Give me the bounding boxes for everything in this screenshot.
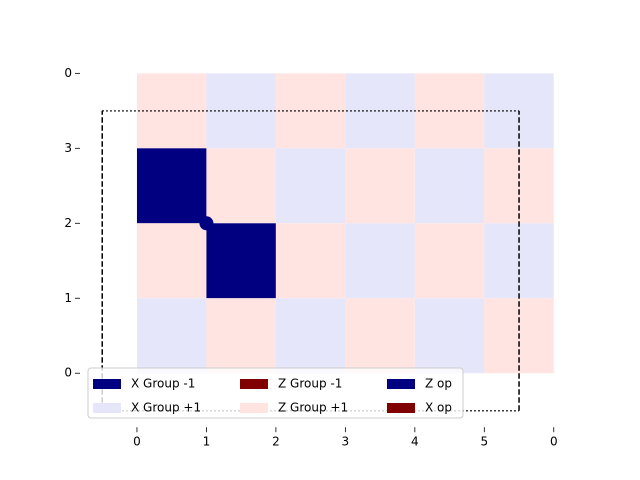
tile	[414, 298, 485, 374]
x-tick-label: 0	[550, 435, 558, 449]
legend-swatch	[93, 379, 121, 389]
x-tick-label: 3	[342, 435, 350, 449]
tile	[345, 148, 415, 224]
tile	[136, 223, 207, 299]
legend-label: Z Group -1	[278, 377, 342, 391]
legend-label: Z Group +1	[278, 401, 348, 415]
tile	[345, 73, 415, 149]
tile	[206, 298, 276, 374]
x-tick-label: 0	[133, 435, 141, 449]
legend-swatch	[387, 403, 415, 413]
x-tick-label: 4	[411, 435, 419, 449]
tile	[345, 298, 415, 374]
y-tick-label: 3	[64, 141, 72, 155]
x-tick-label: 2	[272, 435, 280, 449]
tile	[345, 223, 415, 299]
legend-frame	[87, 367, 464, 419]
legend-label: X Group -1	[131, 377, 195, 391]
y-tick-label: 1	[64, 291, 72, 305]
legend-label: X op	[425, 401, 452, 415]
legend: X Group -1 X Group +1 Z Group -1 Z Group +1…	[87, 367, 464, 419]
legend-swatch	[240, 403, 268, 413]
tile	[275, 223, 346, 299]
legend-label: X Group +1	[131, 401, 201, 415]
tile	[414, 223, 485, 299]
legend-swatch	[240, 379, 268, 389]
tile	[206, 73, 276, 149]
tile	[414, 73, 485, 149]
y-tick-label: 2	[64, 216, 72, 230]
y-tick-label: 0	[64, 66, 72, 80]
x-tick-label: 1	[203, 435, 211, 449]
legend-swatch	[387, 379, 415, 389]
tile	[414, 148, 485, 224]
x-tick-label: 5	[480, 435, 488, 449]
tile	[206, 148, 276, 224]
y-tick-label: 0	[64, 366, 72, 380]
tile	[206, 223, 276, 299]
tile	[275, 148, 346, 224]
legend-swatch	[93, 403, 121, 413]
tile	[275, 298, 346, 374]
point	[199, 216, 214, 231]
legend-label: Z op	[425, 377, 452, 391]
tile	[136, 148, 207, 224]
tile	[136, 298, 207, 374]
